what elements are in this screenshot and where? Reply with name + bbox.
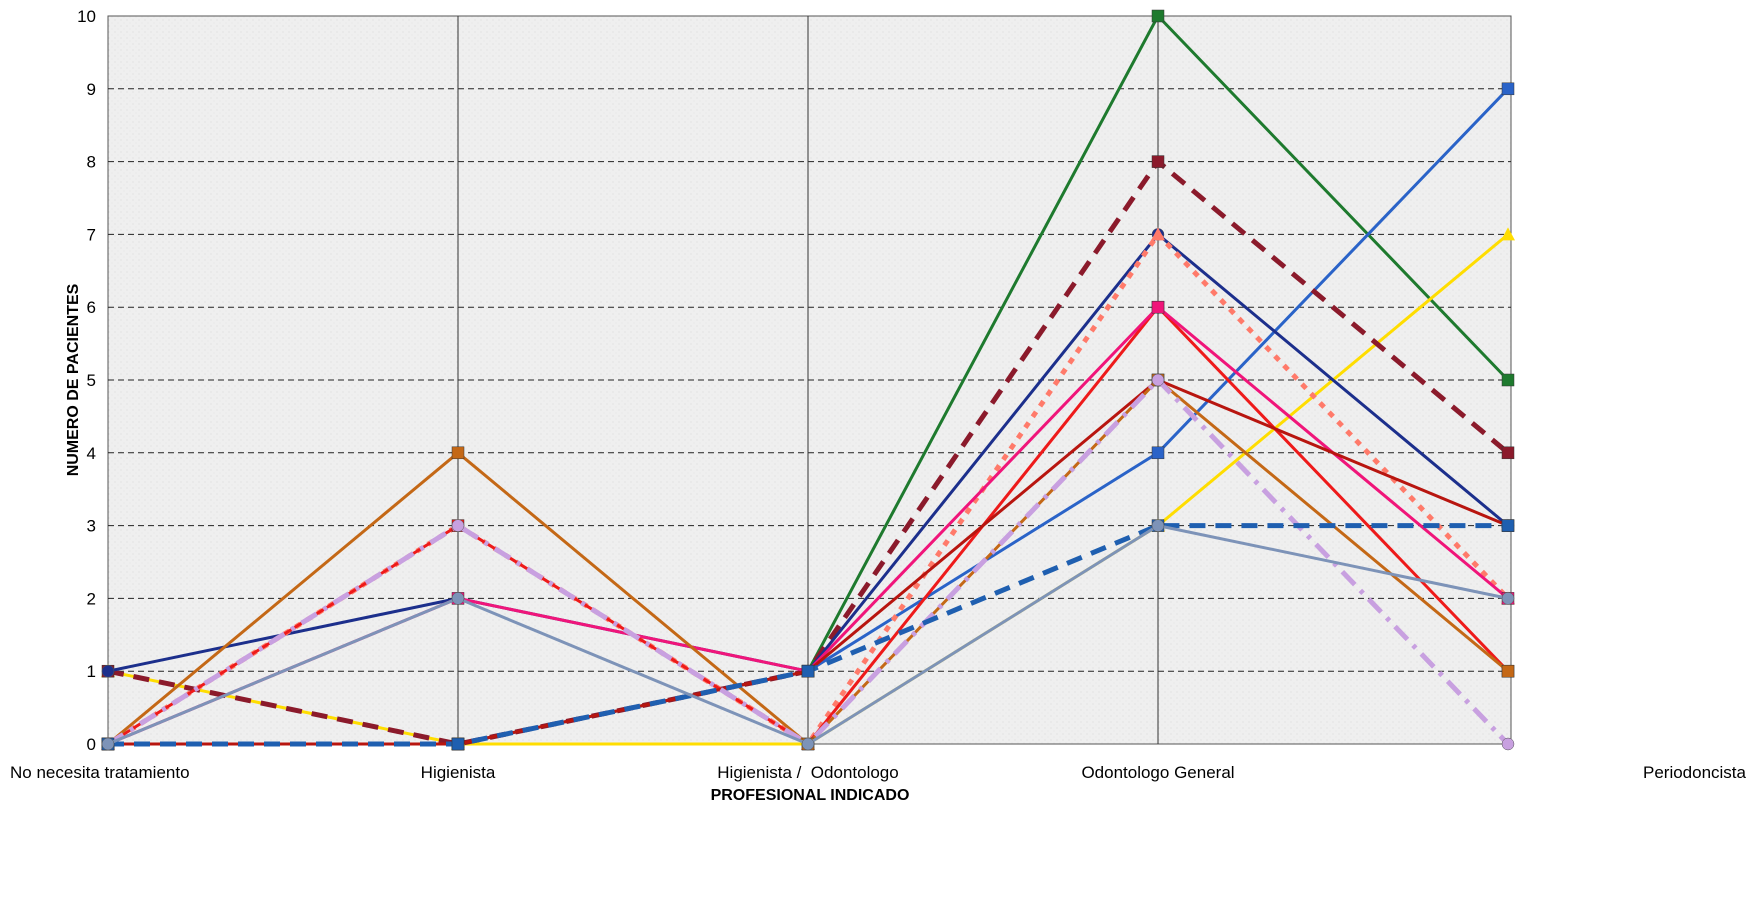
- y-tick-label: 8: [87, 153, 96, 172]
- data-point: [452, 592, 464, 604]
- x-tick-label: Periodoncista: [1643, 763, 1747, 782]
- data-point: [452, 520, 464, 532]
- y-tick-label: 0: [87, 735, 96, 754]
- x-tick-label: No necesita tratamiento: [10, 763, 190, 782]
- y-axis-title: NUMERO DE PACIENTES: [65, 283, 82, 476]
- data-point: [1152, 156, 1164, 168]
- data-point: [1502, 83, 1514, 95]
- data-point: [1152, 447, 1164, 459]
- x-tick-label: Odontologo General: [1081, 763, 1234, 782]
- y-tick-label: 4: [87, 444, 96, 463]
- y-tick-label: 3: [87, 517, 96, 536]
- data-point: [1502, 520, 1514, 532]
- data-point: [102, 738, 114, 750]
- y-tick-label: 1: [87, 662, 96, 681]
- y-tick-label: 9: [87, 80, 96, 99]
- x-tick-label: Higienista: [421, 763, 496, 782]
- data-point: [1502, 374, 1514, 386]
- data-point: [1152, 520, 1164, 532]
- x-axis-title: PROFESIONAL INDICADO: [711, 787, 910, 804]
- data-point: [1152, 10, 1164, 22]
- data-point: [1502, 592, 1514, 604]
- data-point: [1152, 374, 1164, 386]
- data-point: [802, 738, 814, 750]
- data-point: [1502, 665, 1514, 677]
- x-tick-labels: No necesita tratamiento Higienista Higieni…: [10, 763, 1747, 782]
- data-point: [1502, 738, 1514, 750]
- y-tick-label: 5: [87, 371, 96, 390]
- data-point: [1152, 301, 1164, 313]
- data-point: [1502, 447, 1514, 459]
- data-point: [452, 447, 464, 459]
- data-point: [452, 738, 464, 750]
- y-tick-label: 7: [87, 225, 96, 244]
- data-point: [802, 665, 814, 677]
- y-tick-label: 2: [87, 589, 96, 608]
- x-tick-label: Higienista / Odontologo: [717, 763, 898, 782]
- data-point: [102, 665, 114, 677]
- y-tick-label: 10: [77, 7, 96, 26]
- y-tick-label: 6: [87, 298, 96, 317]
